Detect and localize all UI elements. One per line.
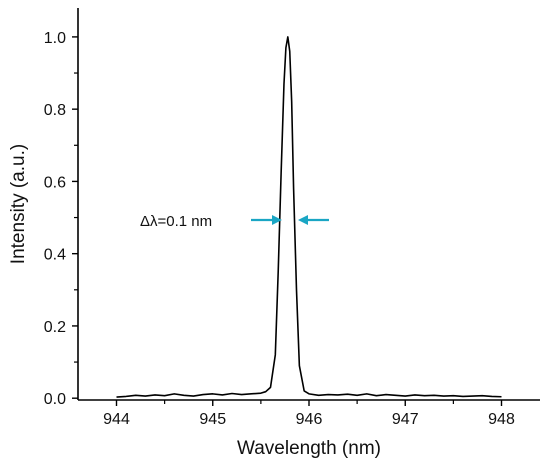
x-ticks: 944 945 946 947 948 <box>103 400 515 428</box>
y-tick-label: 1.0 <box>44 30 66 47</box>
fwhm-right-arrow-head <box>298 215 308 225</box>
x-axis-title: Wavelength (nm) <box>237 438 381 459</box>
x-tick-label: 946 <box>296 411 323 428</box>
fwhm-annotation: Δλ=0.1 nm <box>140 213 329 230</box>
plot-frame <box>77 8 540 401</box>
fwhm-left-arrow <box>251 215 282 225</box>
fwhm-left-arrow-head <box>272 215 282 225</box>
x-tick-label: 948 <box>488 411 515 428</box>
y-axis-title: Intensity (a.u.) <box>8 144 29 264</box>
y-tick-label: 0.4 <box>44 247 66 264</box>
y-tick-label: 0.2 <box>44 319 66 336</box>
x-tick-label: 947 <box>392 411 419 428</box>
y-tick-label: 0.6 <box>44 174 66 191</box>
fwhm-annotation-label: Δλ=0.1 nm <box>140 213 212 230</box>
spectrum-series-line <box>116 36 502 398</box>
x-tick-label: 945 <box>199 411 226 428</box>
y-tick-label: 0.0 <box>44 391 66 408</box>
y-ticks: 0.0 0.2 0.4 0.6 0.8 1.0 <box>44 30 78 408</box>
y-tick-label: 0.8 <box>44 102 66 119</box>
fwhm-right-arrow <box>298 215 329 225</box>
x-tick-label: 944 <box>103 411 130 428</box>
